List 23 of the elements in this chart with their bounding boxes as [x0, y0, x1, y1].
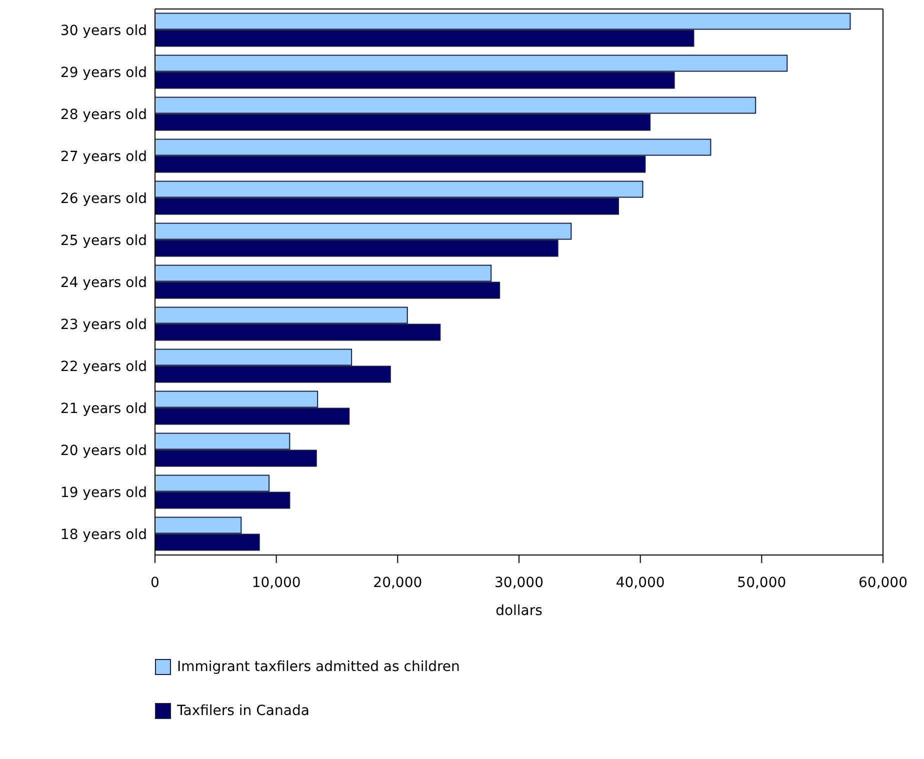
- legend-label: Taxfilers in Canada: [177, 703, 310, 719]
- y-tick-label: 29 years old: [60, 64, 147, 81]
- y-tick-label: 24 years old: [60, 274, 147, 291]
- y-tick-label: 28 years old: [60, 106, 147, 123]
- x-tick-label: 10,000: [252, 574, 301, 591]
- y-tick-label: 21 years old: [60, 400, 147, 417]
- y-tick-label: 30 years old: [60, 22, 147, 39]
- x-tick-label: 60,000: [858, 574, 908, 591]
- x-tick-label: 20,000: [373, 574, 422, 591]
- legend-label: Immigrant taxfilers admitted as children: [177, 659, 460, 675]
- x-tick-label: 50,000: [737, 574, 786, 591]
- y-tick-label: 20 years old: [60, 442, 147, 459]
- x-tick-label: 0: [150, 574, 160, 591]
- y-tick-label: 19 years old: [60, 484, 147, 501]
- y-tick-label: 22 years old: [60, 358, 147, 375]
- y-tick-label: 18 years old: [60, 526, 147, 543]
- x-tick-label: 40,000: [616, 574, 665, 591]
- x-tick-label: 30,000: [494, 574, 544, 591]
- x-axis-title: dollars: [496, 603, 542, 619]
- y-tick-label: 25 years old: [60, 232, 147, 249]
- y-tick-label: 27 years old: [60, 148, 147, 165]
- y-tick-label: 26 years old: [60, 190, 147, 207]
- y-tick-label: 23 years old: [60, 316, 147, 333]
